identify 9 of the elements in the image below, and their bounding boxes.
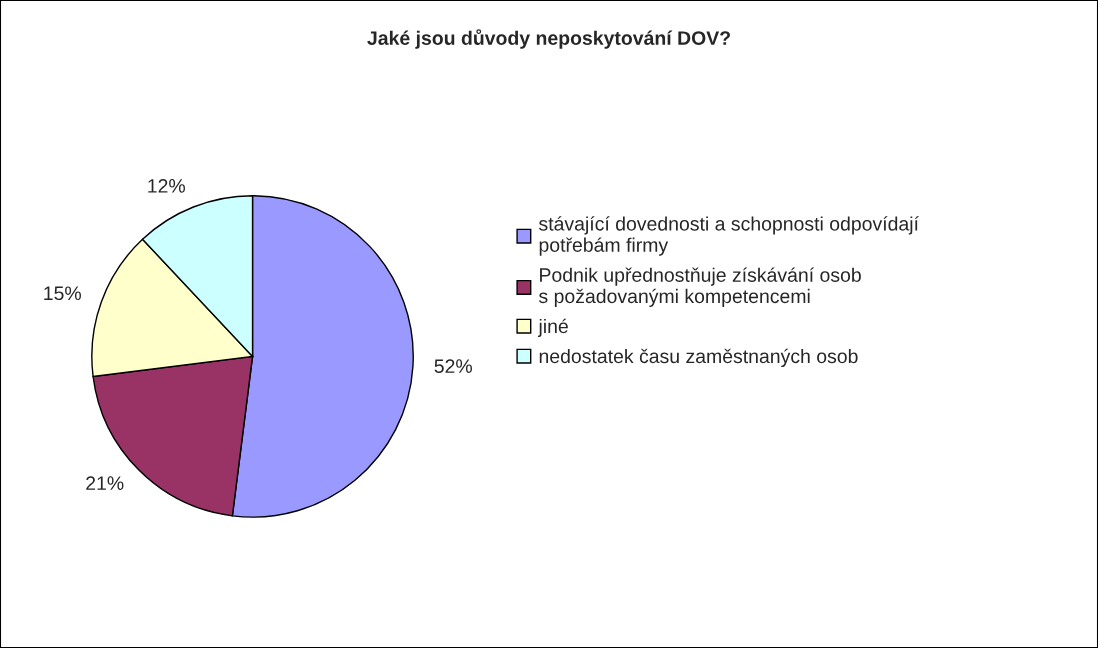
- data-label: 52%: [434, 359, 472, 374]
- chart-title: Jaké jsou důvody neposkytování DOV?: [367, 29, 730, 49]
- legend-label: Podnik upřednostňuje získávání osob s požadovanými kompetencemi: [539, 267, 861, 307]
- data-label: 15%: [44, 286, 81, 301]
- data-label: 12%: [148, 179, 185, 193]
- data-label: 21%: [86, 476, 124, 490]
- legend-label: nedostatek času zaměstnaných osob: [539, 348, 858, 368]
- legend-label: jiné: [538, 318, 568, 337]
- legend-label: stávající dovednosti a schopnosti odpovídají potřebám firmy: [539, 216, 919, 256]
